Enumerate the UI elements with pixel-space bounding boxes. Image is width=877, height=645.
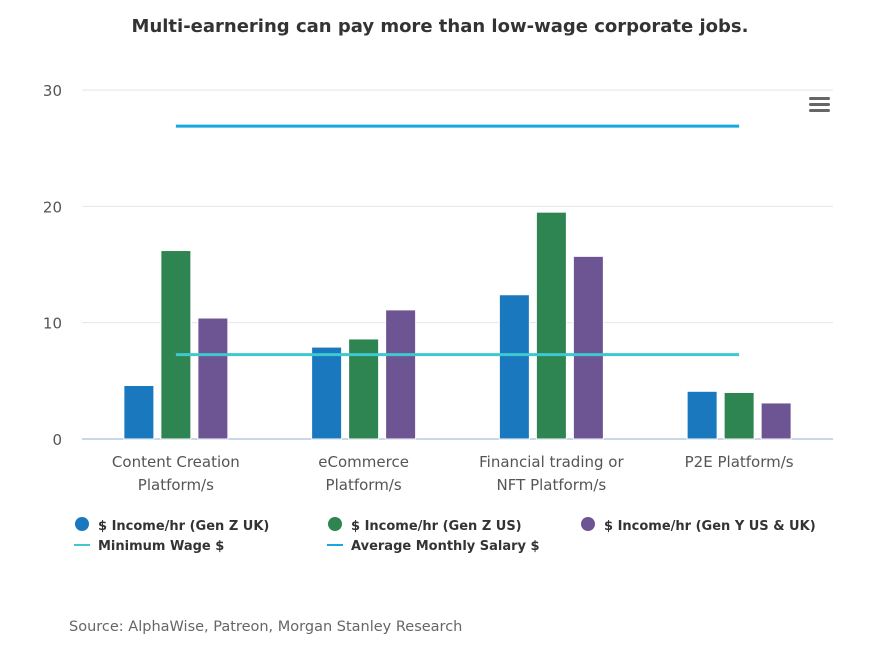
x-tick-label: eCommerce <box>318 453 409 471</box>
legend[interactable]: $ Income/hr (Gen Z UK) $ Income/hr (Gen Z… <box>74 517 816 554</box>
legend-label: Minimum Wage $ <box>98 539 224 554</box>
y-tick-label: 20 <box>43 198 62 216</box>
bars <box>123 211 792 440</box>
legend-marker-circle-icon <box>328 517 342 531</box>
x-tick-label: Platform/s <box>326 476 402 494</box>
hamburger-menu-icon <box>809 97 830 112</box>
y-tick-label: 10 <box>43 315 62 333</box>
legend-marker-circle-icon <box>581 517 595 531</box>
bar[interactable] <box>160 250 192 440</box>
bar[interactable] <box>498 294 530 440</box>
legend-item[interactable]: $ Income/hr (Gen Z UK) <box>75 517 269 534</box>
bar[interactable] <box>760 402 792 440</box>
chart-menu-button[interactable] <box>806 92 834 118</box>
legend-item[interactable]: $ Income/hr (Gen Z US) <box>328 517 522 534</box>
reference-lines <box>175 124 740 357</box>
bar[interactable] <box>385 309 417 440</box>
bar[interactable] <box>686 390 718 440</box>
gridlines <box>82 89 833 440</box>
legend-label: $ Income/hr (Gen Z US) <box>351 519 522 534</box>
legend-item[interactable]: Minimum Wage $ <box>74 539 224 554</box>
legend-item[interactable]: $ Income/hr (Gen Y US & UK) <box>581 517 816 534</box>
x-tick-label: Content Creation <box>112 453 240 471</box>
chart-title: Multi-earnering can pay more than low-wa… <box>132 16 749 37</box>
source-note: Source: AlphaWise, Patreon, Morgan Stanl… <box>69 619 462 635</box>
y-axis-ticks: 0 10 20 30 <box>43 82 62 449</box>
legend-label: $ Income/hr (Gen Y US & UK) <box>604 519 816 534</box>
legend-item[interactable]: Average Monthly Salary $ <box>327 539 540 554</box>
bar[interactable] <box>535 211 567 440</box>
x-tick-label: NFT Platform/s <box>497 476 607 494</box>
bar[interactable] <box>572 255 604 440</box>
y-tick-label: 30 <box>43 82 62 100</box>
x-tick-label: Financial trading or <box>479 453 624 471</box>
bar[interactable] <box>197 317 229 440</box>
x-tick-label: Platform/s <box>138 476 214 494</box>
bar[interactable] <box>311 346 343 440</box>
x-tick-label: P2E Platform/s <box>685 453 794 471</box>
legend-label: Average Monthly Salary $ <box>351 539 540 554</box>
bar[interactable] <box>723 391 755 440</box>
bar[interactable] <box>123 384 155 440</box>
y-tick-label: 0 <box>52 431 62 449</box>
legend-marker-circle-icon <box>75 517 89 531</box>
legend-label: $ Income/hr (Gen Z UK) <box>98 519 269 534</box>
x-axis-ticks: Content Creation Platform/s eCommerce Platf… <box>112 453 794 494</box>
